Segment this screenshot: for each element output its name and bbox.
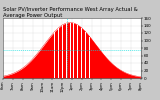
Bar xyxy=(77,25,78,78)
Bar xyxy=(85,32,86,78)
Bar xyxy=(54,32,55,78)
Bar xyxy=(81,28,82,78)
Bar xyxy=(70,22,71,78)
Bar xyxy=(73,23,74,78)
Bar xyxy=(58,28,59,78)
Bar xyxy=(62,25,63,78)
Bar xyxy=(66,23,67,78)
Bar xyxy=(89,37,90,78)
Text: Solar PV/Inverter Performance West Array Actual & Average Power Output: Solar PV/Inverter Performance West Array… xyxy=(3,7,138,18)
